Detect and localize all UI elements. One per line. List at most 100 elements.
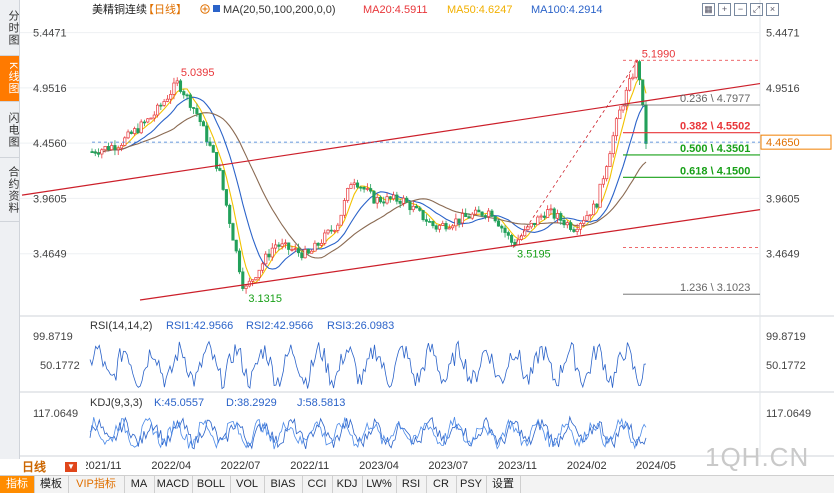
candle-body [378, 197, 383, 203]
tab-intraday[interactable]: 分时图 [0, 0, 19, 56]
candle-body [103, 146, 107, 151]
time-tick: 2022/07 [221, 460, 261, 472]
expand-icon[interactable]: ⤢ [750, 3, 763, 16]
bottom-tab[interactable]: CR [426, 476, 457, 493]
candle-body [129, 131, 133, 134]
bottom-tab[interactable]: MA [124, 476, 155, 493]
candle-body [287, 242, 291, 250]
bottom-tab[interactable]: LW% [362, 476, 397, 493]
candle-body [270, 247, 274, 258]
candle-body [569, 222, 573, 230]
zoom-out-icon[interactable]: − [734, 3, 747, 16]
bottom-tab[interactable]: 指标 [0, 476, 35, 493]
candle-body [346, 188, 350, 201]
zoom-in-icon[interactable]: + [718, 3, 731, 16]
tab-kline[interactable]: K线图 [0, 56, 19, 102]
candle-body [110, 145, 114, 151]
annotation-high-2024: 5.1990 [642, 48, 676, 60]
candle-body [234, 239, 238, 252]
tab-flash[interactable]: 闪电图 [0, 102, 19, 158]
bottom-tab[interactable]: BOLL [192, 476, 231, 493]
candle-body [165, 98, 169, 102]
price-tick-right: 5.4471 [766, 28, 800, 40]
current-price-value: 4.4650 [766, 137, 800, 149]
bottom-tab[interactable]: MACD [154, 476, 193, 493]
bottom-tab[interactable]: BIAS [264, 476, 303, 493]
candle-body [582, 219, 586, 224]
bottom-tab[interactable]: KDJ [332, 476, 363, 493]
chevron-down-icon[interactable]: ▼ [65, 462, 77, 472]
candle-body [388, 196, 392, 200]
candle-body [283, 242, 287, 245]
bottom-tab[interactable]: 设置 [486, 476, 521, 493]
fibonacci-levels: 0.236 \ 4.7977 0.382 \ 4.5502 0.500 \ 4.35… [623, 59, 760, 295]
channel-upper [21, 82, 761, 196]
price-tick-left: 3.9605 [33, 193, 67, 205]
candle-body [369, 188, 373, 192]
bottom-tab[interactable]: 模板 [34, 476, 69, 493]
candle-body [575, 228, 579, 232]
candle-body [342, 200, 346, 216]
candle-body [532, 222, 537, 226]
candle-body [398, 200, 402, 204]
candle-body [401, 197, 405, 204]
candle-body [224, 189, 228, 206]
candle-body [490, 210, 494, 217]
candlestick-series [90, 59, 648, 294]
bottom-tab[interactable]: VOL [230, 476, 265, 493]
price-tick-right: 3.9605 [766, 193, 800, 205]
candle-body [326, 229, 330, 234]
candle-body [598, 183, 602, 208]
annotation-high-2021: 5.0395 [181, 67, 215, 79]
bottom-tab[interactable]: CCI [302, 476, 333, 493]
candle-body [483, 215, 487, 217]
period-badge[interactable]: 【日线】 [143, 2, 187, 16]
bottom-tab[interactable]: PSY [456, 476, 487, 493]
time-tick: 2024/05 [636, 460, 676, 472]
grid-icon[interactable]: ▦ [702, 3, 715, 16]
candle-body [644, 104, 648, 144]
price-tick-left: 4.4560 [33, 138, 67, 150]
ma50-line [91, 96, 647, 270]
ma-color-swatch [213, 5, 220, 12]
candle-body [310, 250, 314, 254]
candle-body [241, 271, 245, 289]
candle-body [572, 229, 576, 232]
add-indicator-icon[interactable] [200, 4, 210, 14]
candle-body [264, 253, 268, 265]
candle-body [188, 94, 192, 108]
candle-body [355, 182, 360, 188]
candle-body [565, 222, 569, 226]
candle-body [542, 215, 546, 218]
bottom-tab[interactable]: RSI [396, 476, 427, 493]
candle-body [277, 244, 281, 247]
main-grid [20, 32, 760, 255]
ma50-value: MA50:4.6247 [447, 4, 512, 16]
rsi-tick-top-right: 99.8719 [766, 331, 806, 343]
candle-body [323, 232, 327, 244]
candle-body [392, 194, 396, 200]
candle-body [628, 78, 632, 91]
candle-body [467, 216, 471, 219]
candle-body [316, 242, 320, 246]
kdj-d-value: D:38.2929 [226, 397, 277, 409]
candle-body [228, 204, 232, 224]
period-selector[interactable]: 日线 ▼ [0, 459, 86, 475]
trend-channel [21, 60, 761, 301]
time-tick: 2021/11 [83, 460, 122, 472]
candle-body [536, 216, 540, 226]
candle-body [208, 141, 212, 146]
price-tick-right: 4.9516 [766, 83, 800, 95]
candle-body [159, 104, 163, 107]
bottom-tab[interactable]: VIP指标 [68, 476, 125, 493]
candle-body [182, 91, 186, 96]
close-icon[interactable]: × [766, 3, 779, 16]
candle-body [618, 109, 622, 120]
candle-body [405, 197, 409, 203]
candle-body [97, 152, 101, 155]
indicator-tab-bar: 指标 模板 VIP指标 MA MACD BOLL VOL BIAS CCI KDJ LW% RSI CR… [0, 475, 834, 493]
rsi-panel [89, 340, 647, 390]
rsi2-value: RSI2:42.9566 [246, 320, 313, 332]
tab-contract-info[interactable]: 合约资料 [0, 158, 19, 222]
candle-body [434, 225, 438, 230]
